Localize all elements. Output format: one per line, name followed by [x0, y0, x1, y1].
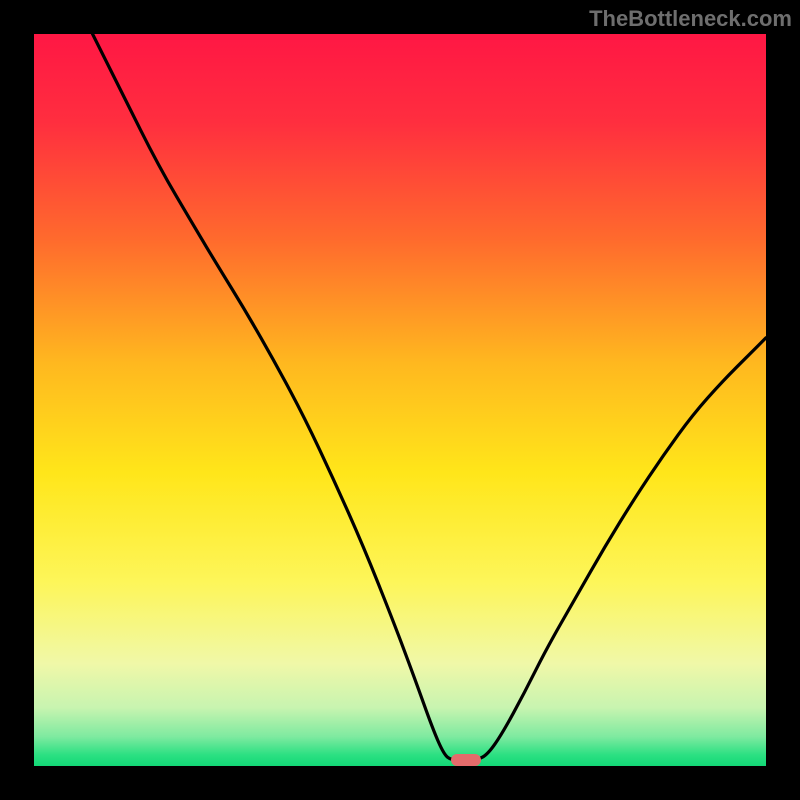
- bottleneck-chart: TheBottleneck.com: [0, 0, 800, 800]
- optimal-marker: [451, 754, 480, 766]
- attribution-text: TheBottleneck.com: [589, 6, 792, 32]
- bottleneck-curve: [93, 34, 766, 760]
- curve-svg: [34, 34, 766, 766]
- plot-area: [34, 34, 766, 766]
